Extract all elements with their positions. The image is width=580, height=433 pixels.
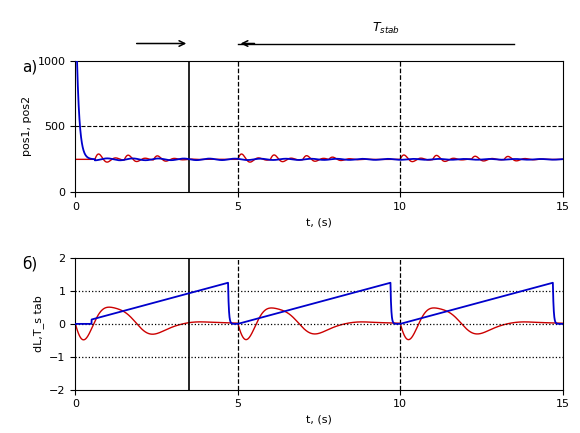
Text: $T_{stab}$: $T_{stab}$ (372, 20, 400, 36)
X-axis label: t, (s): t, (s) (306, 217, 332, 227)
Text: б): б) (22, 256, 37, 271)
Y-axis label: pos1, pos2: pos1, pos2 (22, 97, 32, 156)
Y-axis label: dL,T_s tab: dL,T_s tab (32, 295, 44, 352)
Text: а): а) (22, 59, 37, 74)
X-axis label: t, (s): t, (s) (306, 415, 332, 425)
